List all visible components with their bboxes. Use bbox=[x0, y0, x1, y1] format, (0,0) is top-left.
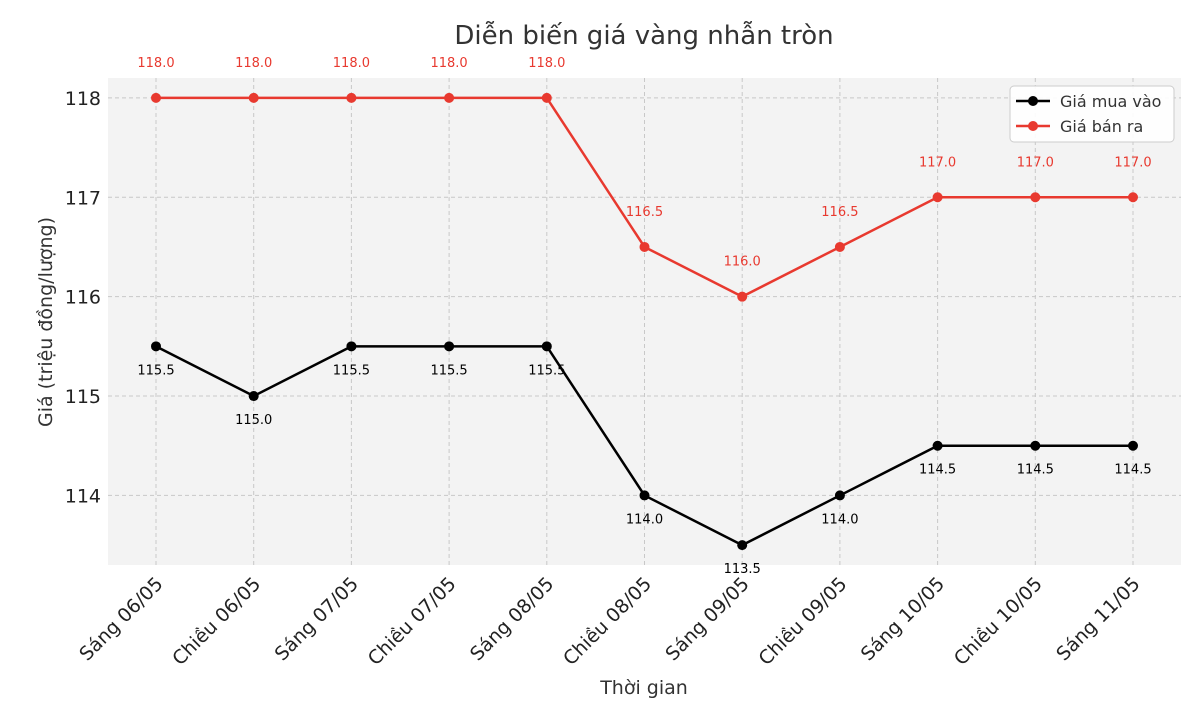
plot-area bbox=[108, 78, 1181, 565]
data-label: 118.0 bbox=[137, 56, 174, 71]
data-point bbox=[346, 341, 357, 352]
data-point bbox=[834, 490, 845, 501]
data-label: 118.0 bbox=[235, 56, 272, 71]
x-tick-label: Sáng 07/05 bbox=[271, 573, 363, 665]
data-point bbox=[248, 391, 259, 402]
data-point bbox=[541, 341, 552, 352]
data-label: 118.0 bbox=[333, 56, 370, 71]
data-point bbox=[932, 440, 943, 451]
data-label: 113.5 bbox=[724, 562, 761, 577]
x-tick-label: Sáng 10/05 bbox=[857, 573, 949, 665]
legend-box bbox=[1009, 85, 1175, 143]
data-point bbox=[444, 341, 455, 352]
data-label: 116.0 bbox=[724, 255, 761, 270]
x-tick-label: Chiều 07/05 bbox=[364, 573, 461, 670]
x-tick-label: Chiều 06/05 bbox=[168, 573, 265, 670]
legend-marker-sell bbox=[1028, 121, 1038, 131]
data-label: 115.5 bbox=[137, 363, 174, 378]
y-tick-label: 116 bbox=[65, 287, 101, 309]
data-label: 117.0 bbox=[1114, 155, 1151, 170]
x-tick-label: Sáng 09/05 bbox=[661, 573, 753, 665]
y-axis-label: Giá (triệu đồng/lượng) bbox=[35, 217, 57, 427]
data-label: 117.0 bbox=[919, 155, 956, 170]
x-tick-label: Sáng 06/05 bbox=[75, 573, 167, 665]
x-axis-label: Thời gian bbox=[599, 677, 688, 699]
data-point bbox=[151, 92, 161, 103]
data-point bbox=[932, 192, 943, 203]
x-tick-label: Chiều 09/05 bbox=[754, 573, 851, 670]
data-point bbox=[541, 92, 552, 103]
data-label: 116.5 bbox=[821, 205, 858, 220]
data-point bbox=[346, 92, 357, 103]
data-label: 117.0 bbox=[1017, 155, 1054, 170]
data-label: 116.5 bbox=[626, 205, 663, 220]
data-label: 118.0 bbox=[430, 56, 467, 71]
data-label: 115.5 bbox=[528, 363, 565, 378]
data-label: 114.0 bbox=[626, 512, 663, 527]
data-label: 118.0 bbox=[528, 56, 565, 71]
data-label: 114.5 bbox=[1114, 463, 1151, 478]
data-point bbox=[737, 291, 748, 302]
data-point bbox=[1128, 192, 1138, 203]
x-tick-label: Chiều 08/05 bbox=[559, 573, 656, 670]
y-tick-label: 115 bbox=[65, 386, 101, 408]
y-tick-label: 114 bbox=[65, 485, 101, 507]
x-tick-label: Sáng 08/05 bbox=[466, 573, 558, 665]
x-tick-label: Chiều 10/05 bbox=[950, 573, 1047, 670]
data-label: 115.5 bbox=[430, 363, 467, 378]
data-point bbox=[834, 241, 845, 252]
data-label-layer: 115.5 115.0 115.5 115.5 115.5 114.0 113.5 114.0… bbox=[137, 56, 1151, 577]
data-label: 114.5 bbox=[919, 463, 956, 478]
legend-label-sell: Giá bán ra bbox=[1060, 117, 1143, 136]
data-point bbox=[639, 490, 650, 501]
data-label: 115.0 bbox=[235, 413, 272, 428]
legend: Giá mua vào Giá bán ra bbox=[1009, 85, 1175, 143]
legend-label-buy: Giá mua vào bbox=[1060, 92, 1161, 111]
y-tick-label: 117 bbox=[65, 187, 101, 209]
data-label: 115.5 bbox=[333, 363, 370, 378]
x-tick-label: Sáng 11/05 bbox=[1052, 573, 1144, 665]
data-point bbox=[151, 341, 161, 352]
data-label: 114.5 bbox=[1017, 463, 1054, 478]
x-tick-labels: Sáng 06/05 Chiều 06/05 Sáng 07/05 Chiều 07/… bbox=[75, 573, 1144, 670]
data-point bbox=[1030, 440, 1041, 451]
data-point bbox=[248, 92, 259, 103]
data-point bbox=[737, 540, 748, 551]
chart-title: Diễn biến giá vàng nhẫn tròn bbox=[454, 20, 833, 51]
data-label: 114.0 bbox=[821, 512, 858, 527]
legend-marker-buy bbox=[1028, 96, 1038, 106]
data-point bbox=[639, 241, 650, 252]
data-point bbox=[1030, 192, 1041, 203]
data-point bbox=[444, 92, 455, 103]
data-point bbox=[1128, 440, 1138, 451]
series-layer bbox=[151, 92, 1138, 551]
y-tick-label: 118 bbox=[65, 88, 101, 110]
y-tick-labels: 114 115 116 117 118 bbox=[65, 88, 101, 508]
